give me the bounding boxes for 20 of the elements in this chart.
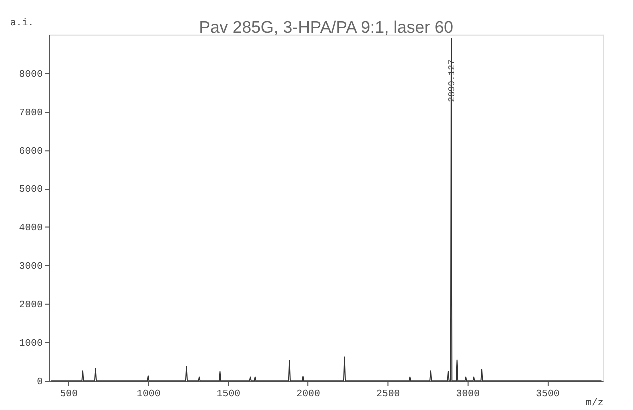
x-tick-label: 500 (60, 388, 78, 400)
y-tick-label: 2000 (19, 300, 44, 311)
y-tick-label: 6000 (19, 146, 44, 157)
y-tick-label: 8000 (19, 68, 44, 80)
x-tick-label: 1000 (137, 388, 161, 400)
y-tick-label: 5000 (19, 184, 44, 196)
x-axis-title: m/z (586, 397, 604, 408)
x-tick-label: 3500 (536, 388, 560, 400)
x-tick-label: 3000 (456, 388, 480, 400)
x-tick-label: 2500 (376, 388, 400, 400)
chart-title: Pav 285G, 3-HPA/PA 9:1, laser 60 (199, 18, 454, 37)
y-tick-label: 7000 (19, 107, 44, 118)
x-tick-label: 2000 (296, 388, 320, 400)
y-tick-label: 3000 (19, 261, 44, 272)
y-axis-title: a.i. (10, 18, 34, 29)
y-tick-label: 4000 (19, 222, 44, 234)
x-tick-label: 1500 (216, 388, 241, 400)
y-tick-label: 1000 (19, 338, 44, 350)
y-tick-label: 0 (37, 376, 44, 388)
annotation: 2899.127 (448, 60, 458, 102)
